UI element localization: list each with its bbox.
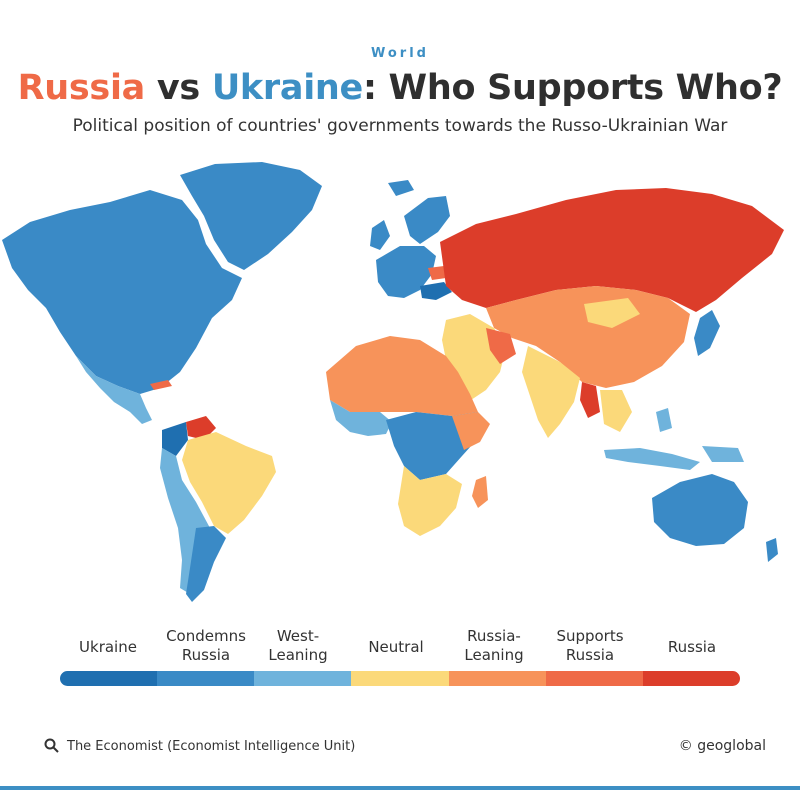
region-india xyxy=(522,346,580,438)
region-belarus xyxy=(428,266,446,280)
region-north-america xyxy=(2,190,242,394)
region-papua xyxy=(702,446,744,462)
region-mongolia xyxy=(584,298,640,328)
region-southern-africa xyxy=(398,466,462,536)
region-indonesia xyxy=(604,448,700,470)
title-rest: : Who Supports Who? xyxy=(362,68,783,108)
page-title: Russia vs Ukraine: Who Supports Who? xyxy=(0,68,800,108)
legend-label-neutral: Neutral xyxy=(368,638,424,656)
region-iran xyxy=(486,328,516,364)
legend-swatch-condemns-russia xyxy=(157,671,255,686)
legend-swatch-supports-russia xyxy=(545,671,643,686)
legend-label-russia-leaning: Russia-Leaning xyxy=(446,627,542,665)
region-greenland xyxy=(180,162,322,270)
region-scandinavia xyxy=(404,196,450,244)
credit-text: © geoglobal xyxy=(678,738,766,754)
region-myanmar xyxy=(580,382,600,418)
region-ukraine xyxy=(420,282,452,300)
region-madagascar xyxy=(472,476,488,508)
title-ukraine: Ukraine xyxy=(211,68,363,108)
region-venezuela xyxy=(186,416,216,440)
region-uk xyxy=(370,220,390,250)
region-new-zealand xyxy=(766,538,778,562)
title-vs: vs xyxy=(144,68,212,108)
bottom-divider xyxy=(0,786,800,790)
legend-label-west-leaning: West-Leaning xyxy=(250,627,346,665)
legend-text-west-leaning: West-Leaning xyxy=(268,627,328,664)
region-australia xyxy=(652,474,748,546)
legend-color-bar xyxy=(60,671,740,686)
region-brazil xyxy=(182,432,276,534)
legend-swatch-west-leaning xyxy=(254,671,352,686)
legend-swatch-neutral xyxy=(351,671,449,686)
legend-text-condemns-russia: Condemns Russia xyxy=(166,627,246,664)
region-north-africa xyxy=(326,336,478,416)
region-central-america xyxy=(76,356,152,424)
legend-text-supports-russia: Supports Russia xyxy=(556,627,624,664)
legend-swatch-russia-leaning xyxy=(448,671,546,686)
search-icon xyxy=(44,738,59,753)
page-subtitle: Political position of countries' governm… xyxy=(72,116,728,136)
legend-label-supports-russia: Supports Russia xyxy=(540,627,640,665)
region-japan xyxy=(694,310,720,356)
region-west-africa xyxy=(330,400,392,436)
legend-label-russia: Russia xyxy=(667,638,717,656)
region-philippines xyxy=(656,408,672,432)
region-east-africa xyxy=(452,412,490,450)
region-central-africa xyxy=(386,412,480,480)
region-iceland xyxy=(388,180,414,196)
region-caribbean xyxy=(150,380,172,390)
world-map xyxy=(2,162,784,602)
legend-label-condemns-russia: Condemns Russia xyxy=(154,627,258,665)
legend-text-russia-leaning: Russia-Leaning xyxy=(464,627,524,664)
legend-swatch-russia xyxy=(642,671,740,686)
source-text: The Economist (Economist Intelligence Un… xyxy=(67,739,356,754)
source-line: The Economist (Economist Intelligence Un… xyxy=(44,738,355,754)
region-colombia xyxy=(162,422,188,456)
region-argentina xyxy=(186,526,226,602)
region-europe xyxy=(376,246,436,298)
legend-label-ukraine: Ukraine xyxy=(79,638,137,656)
legend-swatch-ukraine xyxy=(60,671,158,686)
title-russia: Russia xyxy=(17,68,146,108)
region-china xyxy=(486,286,690,388)
region-russia xyxy=(440,188,784,312)
kicker-label: World xyxy=(371,46,429,61)
region-southeast-asia xyxy=(600,390,632,432)
